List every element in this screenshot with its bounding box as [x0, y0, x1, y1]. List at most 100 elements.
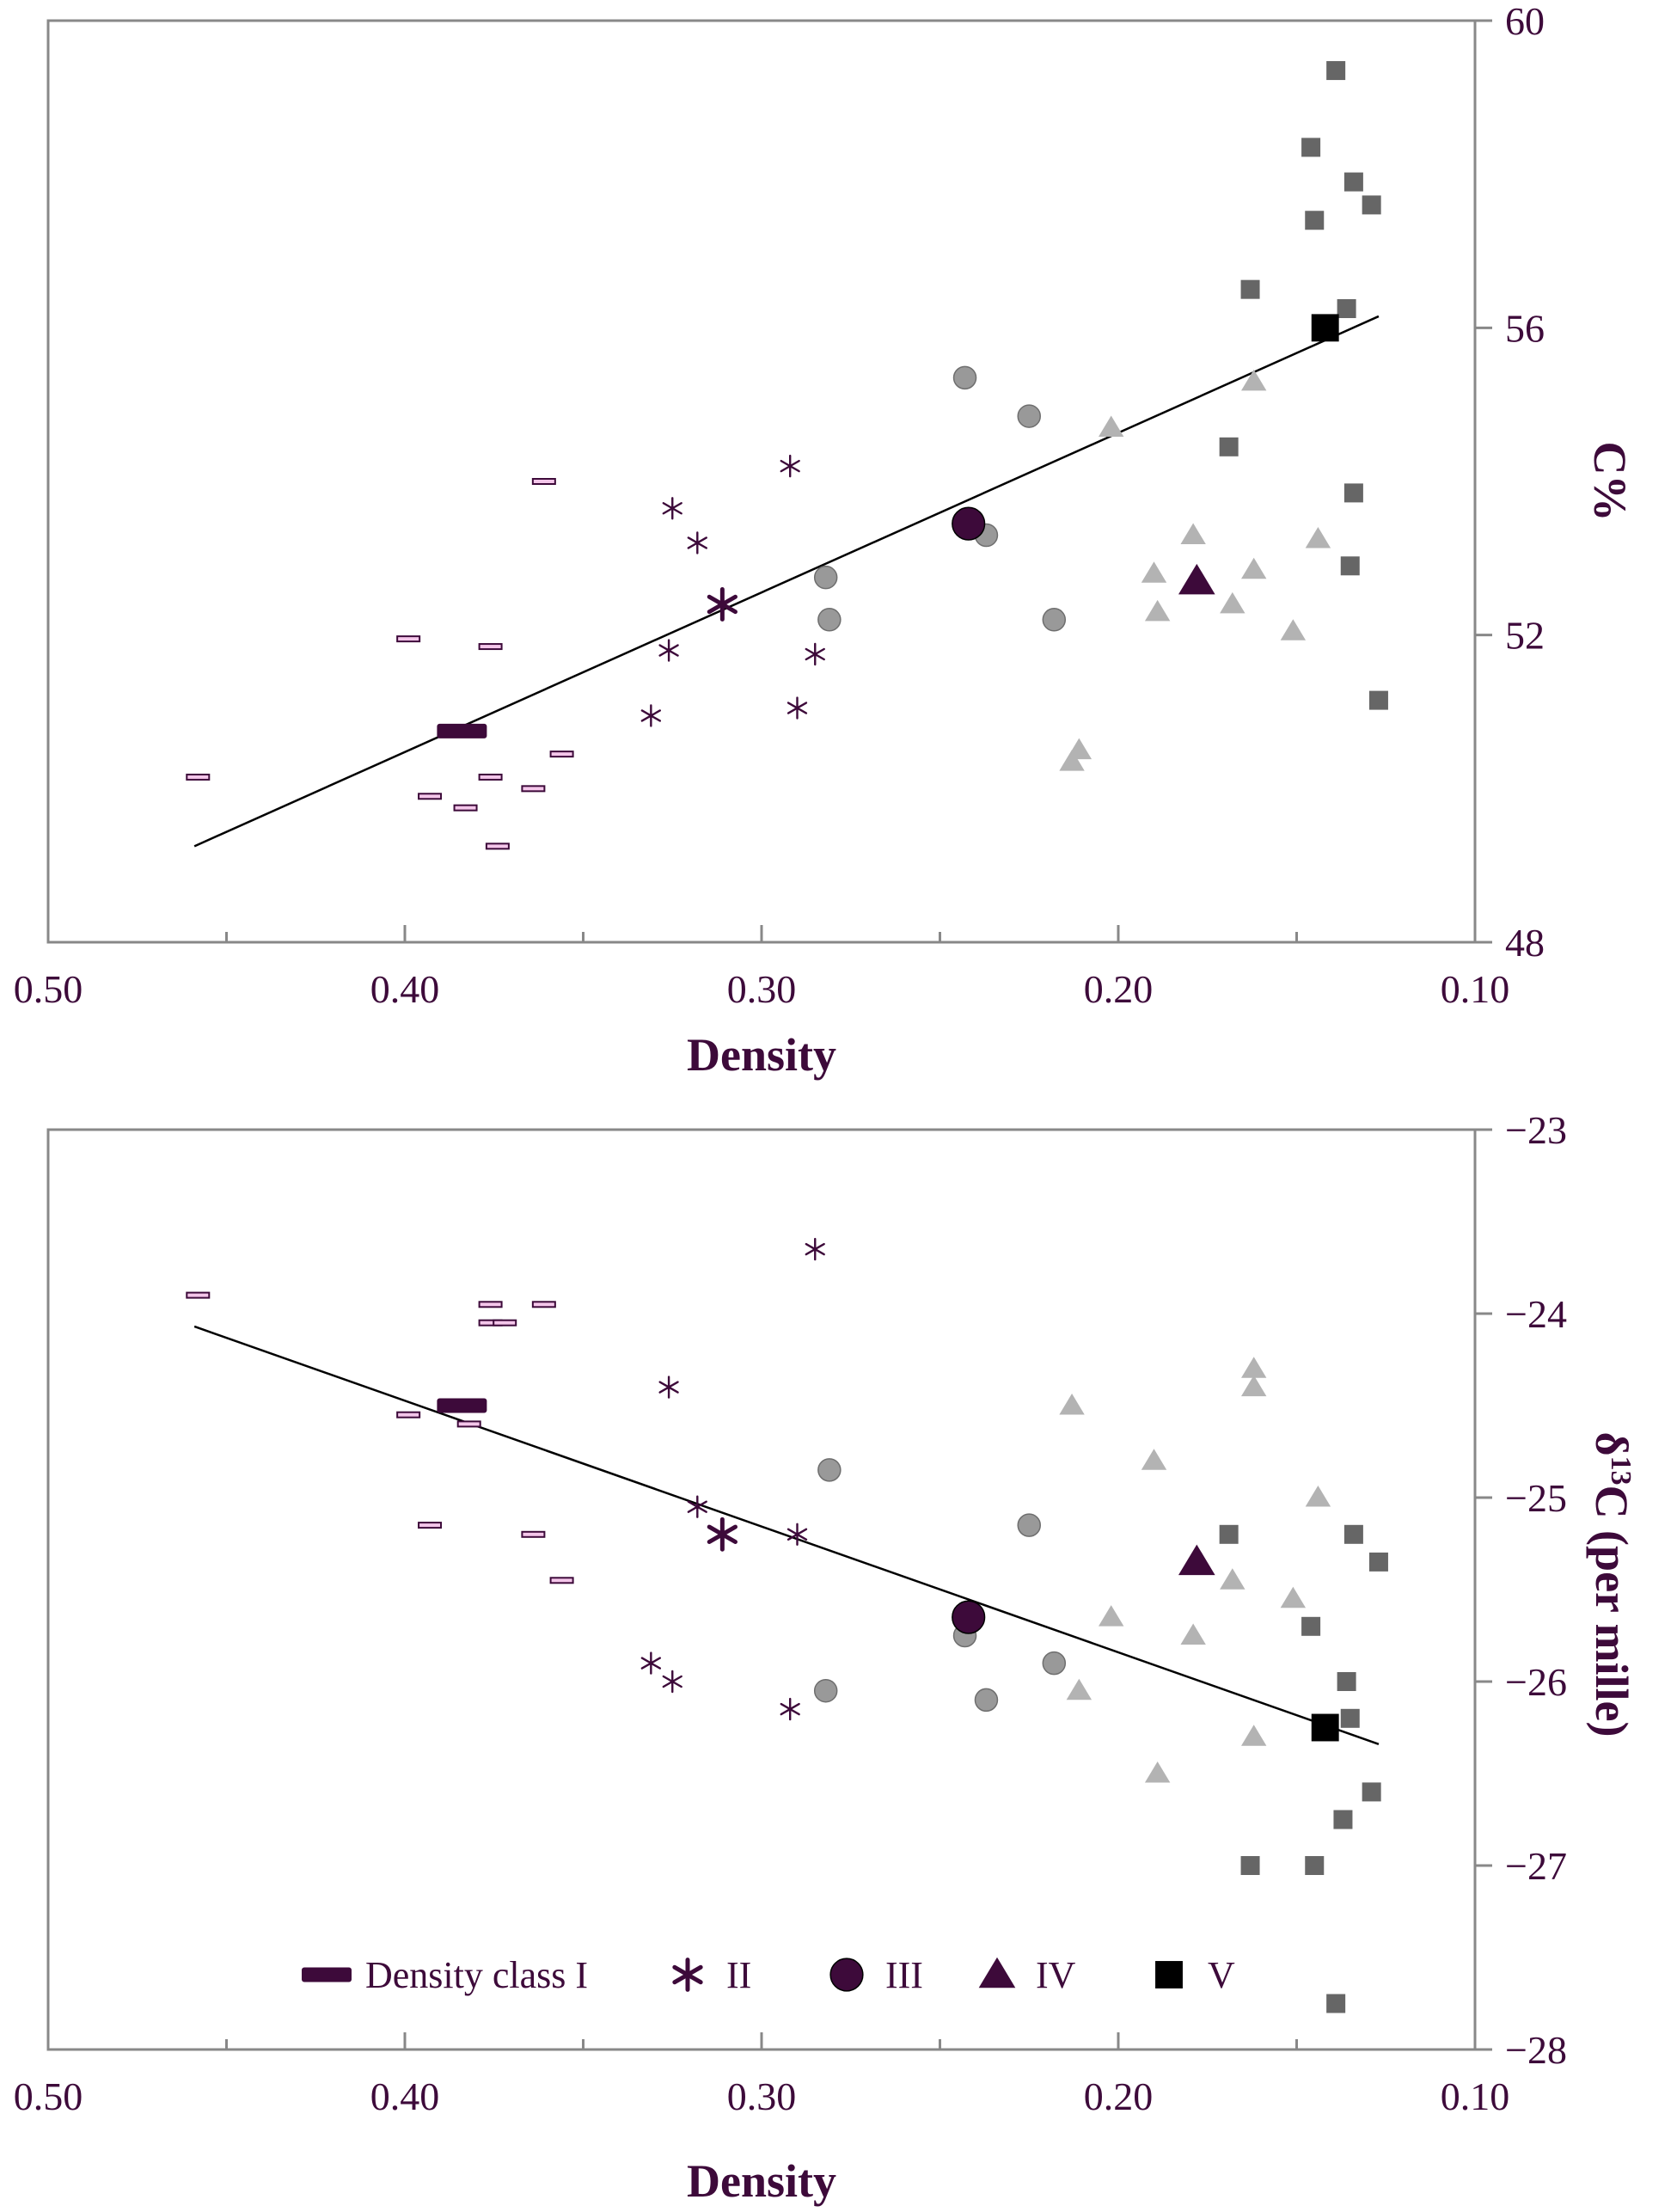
data-point-triangle	[1141, 1449, 1167, 1470]
data-point-square	[1301, 1616, 1321, 1636]
data-point-square	[1368, 690, 1388, 710]
legend-label: IV	[1036, 1954, 1076, 1996]
legend-marker-triangle	[978, 1957, 1016, 1988]
data-point-square	[1326, 1994, 1346, 2013]
data-point-triangle	[1280, 619, 1307, 640]
legend-label: II	[726, 1954, 751, 1996]
data-point-circle	[1042, 608, 1067, 632]
data-point-square	[1340, 1708, 1360, 1728]
mean-point-triangle	[1178, 1544, 1215, 1576]
data-point-square	[1240, 279, 1260, 299]
data-point-triangle	[1144, 599, 1171, 622]
data-point-triangle	[1241, 1725, 1267, 1746]
regression-line	[193, 1325, 1380, 1745]
data-point-square	[1368, 1552, 1388, 1572]
x-tick-label: 0.20	[1084, 967, 1154, 1011]
y-axis: −23 −24 −25 −26 −27 −28	[1475, 1108, 1567, 2072]
legend-marker-square	[1155, 1961, 1183, 1988]
x-tick-label: 0.10	[1441, 2074, 1510, 2118]
data-point-asterisk	[780, 454, 800, 478]
data-point-triangle	[1141, 561, 1167, 583]
data-point-circle	[817, 608, 842, 632]
regression-line	[193, 315, 1380, 848]
data-point-circle	[1017, 404, 1041, 428]
data-point-square	[1362, 195, 1381, 215]
y-tick-label: 60	[1505, 0, 1545, 43]
data-point-asterisk	[805, 1237, 825, 1261]
mean-point-asterisk	[707, 1517, 738, 1552]
data-points	[186, 61, 1388, 850]
data-point-dash	[456, 1420, 481, 1428]
y-tick-label: 56	[1505, 306, 1545, 350]
data-point-asterisk	[658, 639, 679, 662]
data-point-square	[1343, 1524, 1363, 1544]
data-point-dash	[478, 773, 503, 781]
data-point-dash	[485, 843, 510, 850]
data-point-triangle	[1059, 1394, 1085, 1415]
legend-marker-dash	[302, 1967, 352, 1982]
data-point-asterisk	[780, 1697, 800, 1721]
legend-label: V	[1208, 1954, 1235, 1996]
data-point-circle	[952, 365, 977, 390]
data-point-square	[1219, 437, 1239, 456]
plot-frame	[46, 19, 1477, 944]
x-tick-label: 0.40	[370, 967, 440, 1011]
y-axis-title-text: δ13C (per mille)	[1586, 1432, 1637, 1737]
data-point-triangle	[1144, 1762, 1171, 1783]
x-axis-title: Density	[687, 2155, 836, 2207]
mean-point-asterisk	[707, 587, 738, 622]
mean-point-square	[1311, 314, 1339, 342]
data-point-square	[1219, 1524, 1239, 1544]
legend-marker-circle	[829, 1958, 864, 1992]
data-point-dash	[396, 635, 421, 643]
legend-label: III	[885, 1954, 923, 1996]
legend-marker-asterisk	[672, 1958, 703, 1992]
data-point-square	[1337, 1672, 1356, 1691]
data-point-dash	[549, 1577, 574, 1584]
data-point-triangle	[1241, 1375, 1267, 1397]
mean-point-dash	[437, 1398, 487, 1413]
data-point-square	[1333, 1810, 1353, 1829]
data-point-asterisk	[805, 642, 825, 666]
y-tick-label: −27	[1505, 1844, 1567, 1888]
data-point-circle	[817, 1458, 842, 1482]
y-tick-label: −26	[1505, 1660, 1567, 1704]
data-point-triangle	[1220, 1568, 1246, 1590]
mean-point-circle	[952, 506, 986, 541]
mean-point-dash	[437, 723, 487, 738]
data-point-square	[1340, 556, 1360, 576]
data-point-triangle	[1180, 1623, 1206, 1645]
x-axis-title: Density	[687, 1029, 836, 1081]
data-point-dash	[531, 478, 556, 485]
data-point-square	[1343, 483, 1363, 503]
data-point-asterisk	[640, 1651, 661, 1675]
y-axis: 48 52 56 60	[1475, 0, 1545, 965]
data-point-triangle	[1099, 1605, 1124, 1627]
data-point-asterisk	[658, 1376, 679, 1399]
data-point-dash	[549, 751, 574, 758]
data-point-dash	[418, 793, 443, 800]
data-point-dash	[493, 1319, 517, 1327]
carbon-percent-chart: 0.50 0.40 0.30 0.20 0.10 48 52 56 60 Density C%	[14, 0, 1636, 1081]
data-point-triangle	[1099, 415, 1124, 437]
data-point-dash	[418, 1522, 443, 1529]
y-tick-label: −24	[1505, 1292, 1567, 1336]
data-point-asterisk	[786, 1523, 808, 1547]
data-point-square	[1301, 138, 1321, 157]
data-point-dash	[521, 1530, 546, 1538]
data-point-asterisk	[687, 531, 707, 555]
data-point-circle	[974, 1688, 999, 1713]
data-point-asterisk	[687, 1495, 707, 1518]
data-point-asterisk	[662, 497, 682, 520]
data-point-triangle	[1280, 1586, 1307, 1608]
data-point-triangle	[1059, 750, 1085, 771]
data-point-square	[1240, 1856, 1260, 1875]
data-point-dash	[478, 1301, 503, 1308]
data-point-square	[1337, 299, 1356, 318]
data-point-dash	[478, 643, 503, 651]
x-tick-label: 0.40	[370, 2074, 440, 2118]
data-point-square	[1305, 1856, 1325, 1875]
data-point-triangle	[1305, 1486, 1331, 1507]
data-point-circle	[813, 1678, 838, 1703]
